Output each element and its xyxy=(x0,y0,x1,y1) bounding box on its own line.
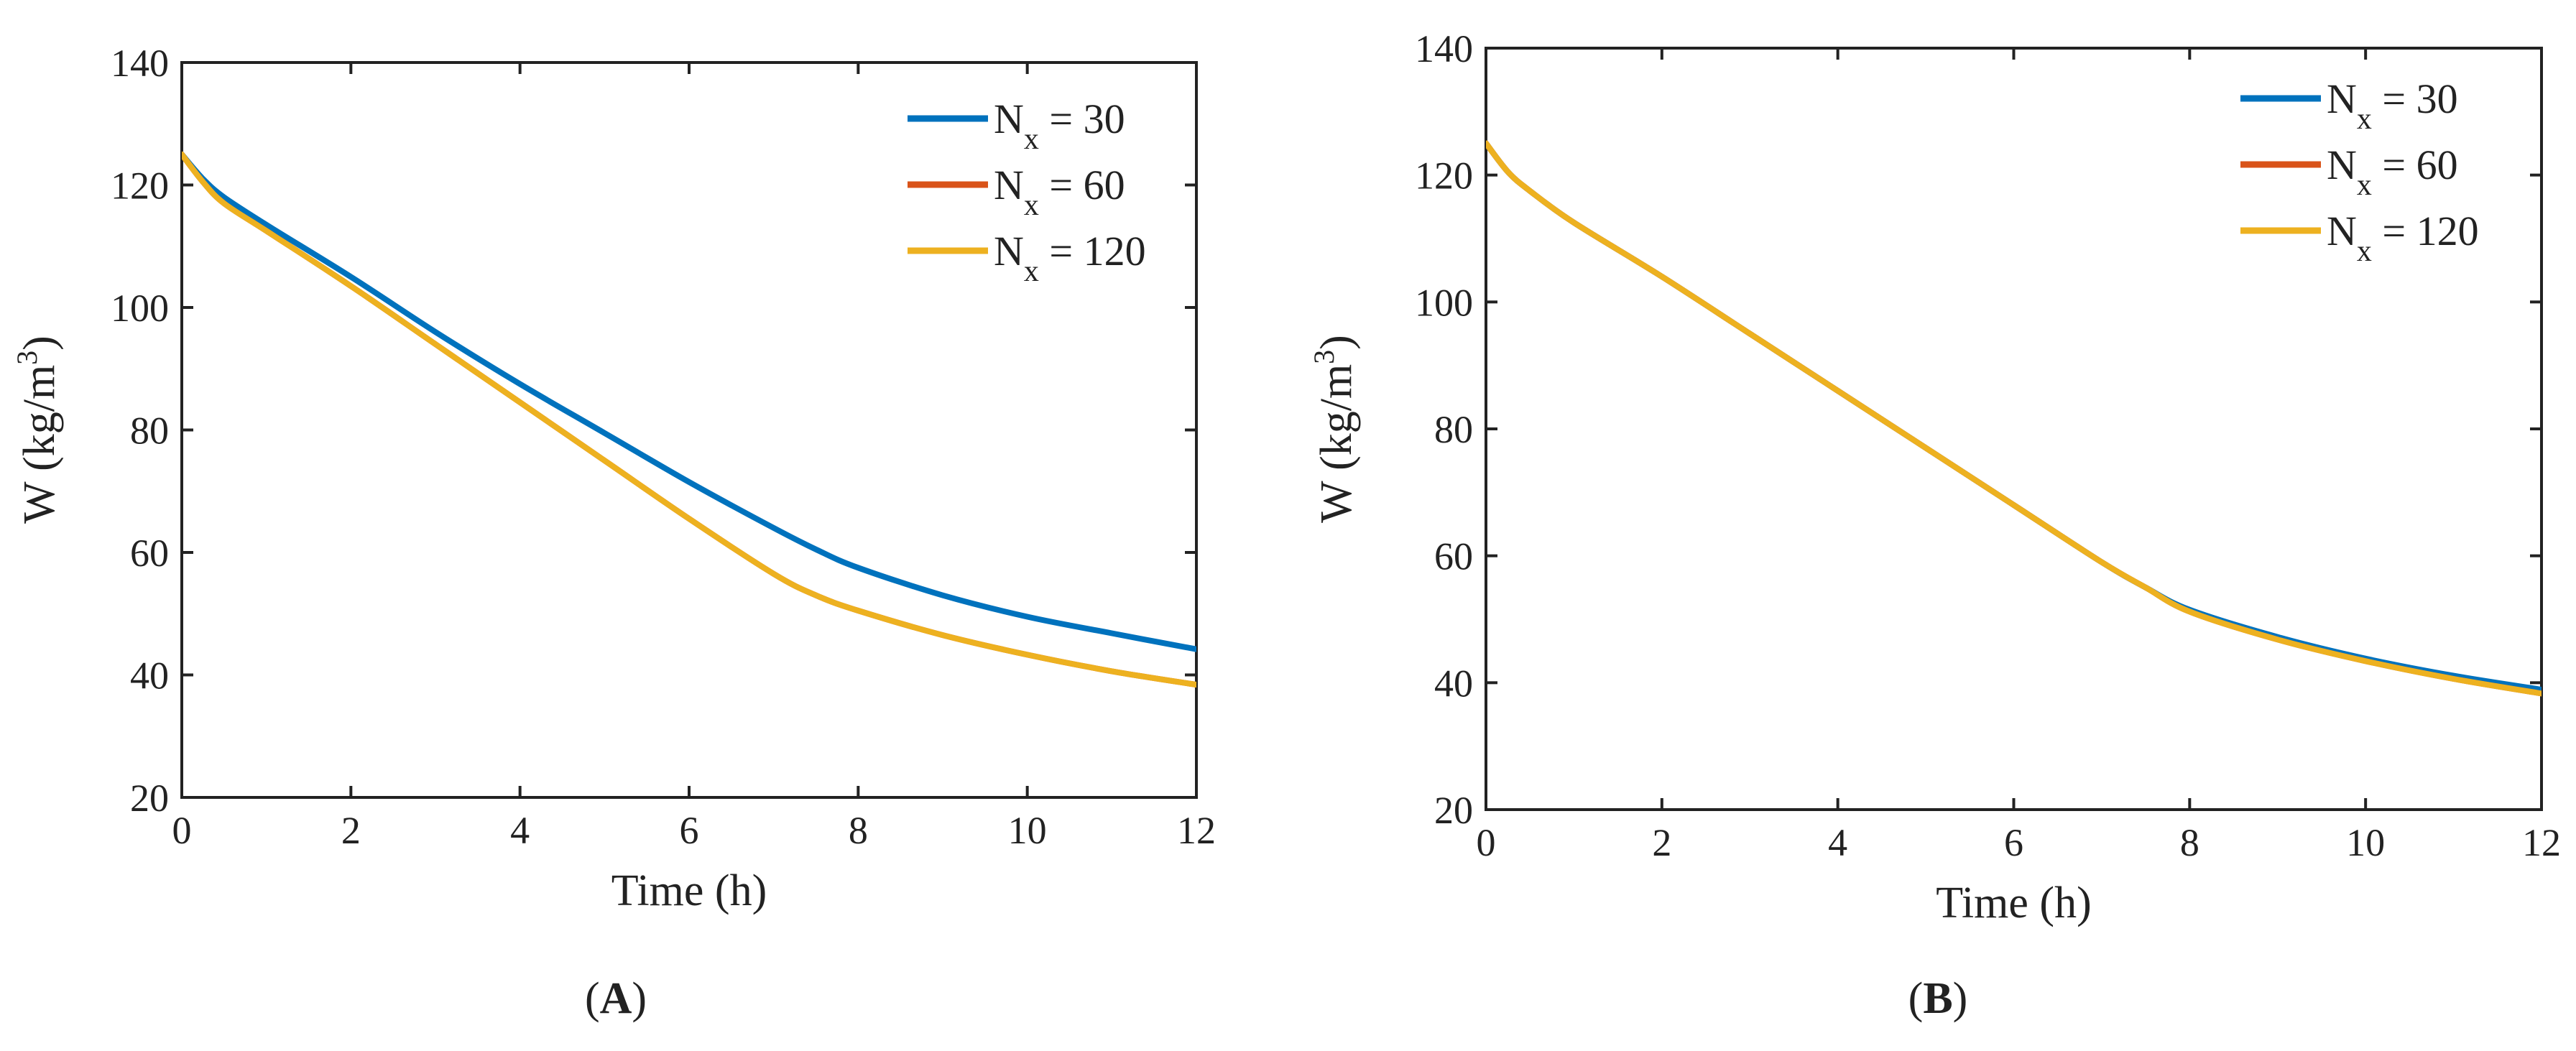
x-tick-label: 0 xyxy=(172,809,192,852)
y-tick-label: 20 xyxy=(1434,789,1473,832)
y-axis-label-close: ) xyxy=(15,335,64,351)
panel-label: (B) xyxy=(1908,974,1968,1023)
x-tick-label: 4 xyxy=(1828,821,1847,864)
legend-label-subscript: x xyxy=(1024,123,1039,156)
legend-label-rest: = 30 xyxy=(1039,96,1125,142)
x-tick-label: 10 xyxy=(1008,809,1047,852)
y-tick-label: 100 xyxy=(111,287,169,330)
legend-label-subscript: x xyxy=(2357,103,2372,136)
x-tick-label: 0 xyxy=(1477,821,1496,864)
y-tick-label: 140 xyxy=(1415,27,1473,70)
legend-label-main: N xyxy=(2327,75,2357,122)
x-tick-label: 2 xyxy=(341,809,361,852)
y-tick-label: 120 xyxy=(111,165,169,208)
legend-label-2: Nx = 60 xyxy=(2327,142,2458,202)
legend-label-rest: = 60 xyxy=(1039,162,1125,208)
x-tick-label: 2 xyxy=(1652,821,1671,864)
panel-label: (A) xyxy=(585,974,647,1023)
y-axis-label-superscript: 3 xyxy=(11,351,43,365)
y-axis-label-base: W (kg/m xyxy=(1312,364,1361,523)
y-tick-label: 60 xyxy=(130,532,169,575)
legend-label-1: Nx = 30 xyxy=(2327,75,2458,136)
y-tick-label: 80 xyxy=(130,409,169,453)
y-tick-label: 60 xyxy=(1434,535,1473,578)
legend-label-main: N xyxy=(2327,208,2357,254)
x-tick-label: 10 xyxy=(2346,821,2385,864)
y-tick-label: 40 xyxy=(130,654,169,698)
legend-label-rest: = 120 xyxy=(2372,208,2479,254)
legend-label-subscript: x xyxy=(1024,189,1039,222)
series-line-3 xyxy=(182,151,1196,688)
panel-label-open: ( xyxy=(585,974,600,1023)
panel-label-open: ( xyxy=(1908,974,1924,1023)
legend-label-rest: = 60 xyxy=(2372,142,2458,188)
x-axis-label: Time (h) xyxy=(611,866,767,915)
legend-label-main: N xyxy=(994,162,1024,208)
y-axis-label: W (kg/m3) xyxy=(1308,335,1361,523)
panel-label-letter: B xyxy=(1923,974,1952,1023)
x-tick-label: 8 xyxy=(2180,821,2199,864)
x-tick-label: 4 xyxy=(510,809,530,852)
legend-label-rest: = 30 xyxy=(2372,75,2458,122)
y-axis-label-superscript: 3 xyxy=(1308,350,1340,364)
series-line-3 xyxy=(1486,140,2542,697)
y-tick-label: 40 xyxy=(1434,662,1473,705)
chart-panel-b: 0 2 4 6 8 10 12 20 40 60 80 100 120 140 Time (h) W (kg/… xyxy=(1308,27,2561,1023)
series-group xyxy=(182,151,1196,688)
legend-label-main: N xyxy=(994,228,1024,274)
panel-label-letter: A xyxy=(600,974,632,1023)
legend-label-main: N xyxy=(2327,142,2357,188)
legend-label-rest: = 120 xyxy=(1039,228,1146,274)
panel-label-close: ) xyxy=(632,974,647,1023)
chart-panel-a: 0 2 4 6 8 10 12 20 40 60 80 100 120 140 Time (h) W (kg/… xyxy=(11,42,1216,1023)
series-group xyxy=(1486,140,2542,697)
x-axis-label: Time (h) xyxy=(1936,879,2091,927)
y-axis-label-close: ) xyxy=(1312,335,1361,350)
y-tick-label: 140 xyxy=(111,42,169,85)
legend-label-1: Nx = 30 xyxy=(994,96,1125,156)
series-line-1 xyxy=(182,151,1196,652)
legend-label-3: Nx = 120 xyxy=(2327,208,2479,268)
legend-label-main: N xyxy=(994,96,1024,142)
legend-label-subscript: x xyxy=(2357,169,2372,202)
y-tick-label: 120 xyxy=(1415,154,1473,198)
panel-label-close: ) xyxy=(1953,974,1968,1023)
y-tick-label: 100 xyxy=(1415,281,1473,324)
y-tick-label: 20 xyxy=(130,777,169,820)
legend-label-subscript: x xyxy=(1024,255,1039,288)
x-tick-label: 12 xyxy=(1177,809,1216,852)
x-tick-label: 6 xyxy=(2004,821,2023,864)
y-tick-label: 80 xyxy=(1434,408,1473,451)
legend-label-subscript: x xyxy=(2357,235,2372,268)
legend-label-3: Nx = 120 xyxy=(994,228,1146,288)
x-tick-label: 6 xyxy=(680,809,699,852)
y-axis-label: W (kg/m3) xyxy=(11,335,64,524)
x-tick-label: 8 xyxy=(849,809,868,852)
y-axis-label-base: W (kg/m xyxy=(15,365,64,524)
legend-label-2: Nx = 60 xyxy=(994,162,1125,222)
x-tick-label: 12 xyxy=(2522,821,2561,864)
